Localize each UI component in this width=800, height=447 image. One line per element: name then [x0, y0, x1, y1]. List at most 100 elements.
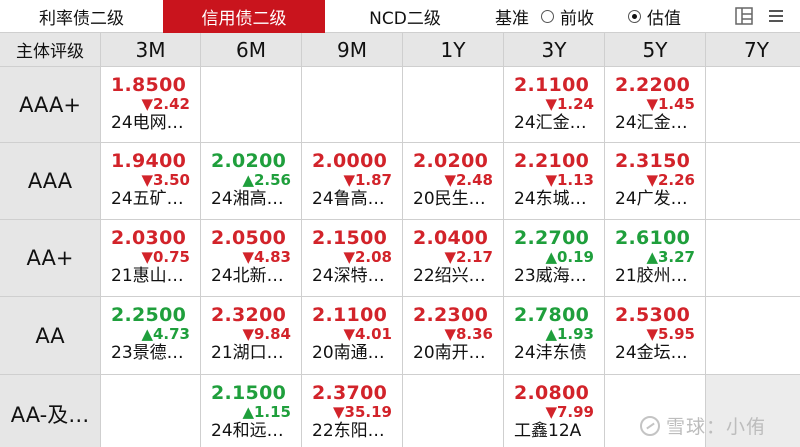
yield-value: 2.6100: [615, 227, 691, 249]
quote-cell[interactable]: 1.8500 ▼2.42 24电网…: [101, 67, 200, 142]
yield-change: ▼2.48: [444, 171, 493, 189]
empty-cell: [201, 67, 301, 142]
bond-name: 24鲁高…: [312, 189, 385, 209]
tab-rate-bond[interactable]: 利率债二级: [39, 8, 124, 29]
quote-cell[interactable]: 2.2500 ▲4.73 23景德…: [101, 297, 200, 374]
yield-change: ▼5.95: [646, 325, 695, 343]
bond-name: 24沣东债: [514, 343, 587, 363]
yield-change: ▼4.01: [343, 325, 392, 343]
quote-cell[interactable]: 2.0200 ▼2.48 20民生…: [403, 143, 503, 219]
watermark: 雪球：小侑: [640, 412, 766, 439]
yield-value: 1.8500: [111, 74, 187, 96]
quote-cell[interactable]: 2.1100 ▼1.24 24汇金…: [504, 67, 604, 142]
column-header[interactable]: 5Y: [605, 33, 705, 66]
basis-selector: 基准 前收 估值: [495, 4, 681, 29]
empty-cell: [706, 67, 800, 142]
row-label: AAA+: [0, 67, 100, 142]
yield-value: 2.0200: [211, 150, 287, 172]
column-header[interactable]: 1Y: [403, 33, 503, 66]
yield-change: ▲2.56: [242, 171, 291, 189]
yield-value: 2.3150: [615, 150, 691, 172]
yield-change: ▼8.36: [444, 325, 493, 343]
row-label: AA+: [0, 220, 100, 296]
yield-value: 2.5300: [615, 304, 691, 326]
bond-name: 21湖口…: [211, 343, 284, 363]
yield-value: 2.0400: [413, 227, 489, 249]
bond-name: 24湘高…: [211, 189, 284, 209]
radio-valuation[interactable]: 估值: [628, 4, 681, 29]
quote-cell[interactable]: 2.2700 ▲0.19 23威海…: [504, 220, 604, 296]
menu-icon[interactable]: [766, 6, 786, 26]
corner-header: 主体评级: [0, 33, 100, 66]
yield-value: 2.2300: [413, 304, 489, 326]
empty-cell: [706, 220, 800, 296]
quote-cell[interactable]: 2.3200 ▼9.84 21湖口…: [201, 297, 301, 374]
column-header[interactable]: 6M: [201, 33, 301, 66]
bond-name: 20南通…: [312, 343, 385, 363]
column-header[interactable]: 7Y: [706, 33, 800, 66]
empty-cell: [403, 67, 503, 142]
quote-cell[interactable]: 2.2100 ▼1.13 24东城…: [504, 143, 604, 219]
row-label: AA-及…: [0, 375, 100, 447]
quote-cell[interactable]: 2.0500 ▼4.83 24北新…: [201, 220, 301, 296]
yield-value: 2.7800: [514, 304, 590, 326]
bond-name: 23景德…: [111, 343, 184, 363]
empty-cell: [605, 375, 705, 447]
column-header[interactable]: 9M: [302, 33, 402, 66]
basis-label: 基准: [495, 8, 529, 29]
bond-name: 工鑫12A: [514, 421, 582, 441]
quote-cell[interactable]: 2.2200 ▼1.45 24汇金…: [605, 67, 705, 142]
quote-cell[interactable]: 1.9400 ▼3.50 24五矿…: [101, 143, 200, 219]
bond-name: 24金坛…: [615, 343, 688, 363]
top-bar: 利率债二级 信用债二级 NCD二级 基准 前收 估值: [0, 0, 800, 33]
quote-cell[interactable]: 2.0300 ▼0.75 21惠山…: [101, 220, 200, 296]
bond-name: 24汇金…: [514, 113, 587, 133]
yield-change: ▲3.27: [646, 248, 695, 266]
quote-cell[interactable]: 2.3150 ▼2.26 24广发…: [605, 143, 705, 219]
quote-cell[interactable]: 2.0800 ▼7.99 工鑫12A: [504, 375, 604, 447]
layout-icon[interactable]: [734, 6, 754, 26]
yield-change: ▼0.75: [141, 248, 190, 266]
quote-cell[interactable]: 2.1100 ▼4.01 20南通…: [302, 297, 402, 374]
quote-cell[interactable]: 2.1500 ▼2.08 24深特…: [302, 220, 402, 296]
yield-change: ▼1.24: [545, 95, 594, 113]
quote-cell[interactable]: 2.1500 ▲1.15 24和远…: [201, 375, 301, 447]
yield-value: 2.0500: [211, 227, 287, 249]
yield-value: 2.1100: [514, 74, 590, 96]
quote-cell[interactable]: 2.0400 ▼2.17 22绍兴…: [403, 220, 503, 296]
column-header[interactable]: 3M: [101, 33, 200, 66]
radio-dot-icon: [628, 9, 641, 23]
quote-cell[interactable]: 2.2300 ▼8.36 20南开…: [403, 297, 503, 374]
column-header[interactable]: 3Y: [504, 33, 604, 66]
yield-change: ▼3.50: [141, 171, 190, 189]
yield-change: ▼2.08: [343, 248, 392, 266]
tab-ncd[interactable]: NCD二级: [369, 8, 441, 29]
radio-prev-close[interactable]: 前收: [541, 4, 594, 29]
radio-valuation-label: 估值: [647, 8, 681, 29]
empty-cell: [302, 67, 402, 142]
tab-credit-bond[interactable]: 信用债二级: [163, 0, 325, 33]
bond-name: 24北新…: [211, 266, 284, 286]
empty-cell: [706, 297, 800, 374]
yield-change: ▲1.15: [242, 403, 291, 421]
yield-value: 2.3200: [211, 304, 287, 326]
yield-change: ▼1.45: [646, 95, 695, 113]
quote-cell[interactable]: 2.7800 ▲1.93 24沣东债: [504, 297, 604, 374]
yield-value: 2.1500: [312, 227, 388, 249]
yield-change: ▼9.84: [242, 325, 291, 343]
quote-cell[interactable]: 2.0200 ▲2.56 24湘高…: [201, 143, 301, 219]
quote-cell[interactable]: 2.6100 ▲3.27 21胶州…: [605, 220, 705, 296]
yield-value: 1.9400: [111, 150, 187, 172]
quote-cell[interactable]: 2.3700 ▼35.19 22东阳…: [302, 375, 402, 447]
yield-value: 2.2500: [111, 304, 187, 326]
quote-cell[interactable]: 2.0000 ▼1.87 24鲁高…: [302, 143, 402, 219]
yield-change: ▼2.26: [646, 171, 695, 189]
yield-value: 2.0800: [514, 382, 590, 404]
yield-value: 2.0300: [111, 227, 187, 249]
watermark-text: 雪球：小侑: [666, 416, 767, 438]
yield-change: ▲1.93: [545, 325, 594, 343]
radio-dot-icon: [541, 9, 554, 23]
row-label: AAA: [0, 143, 100, 219]
snowball-logo-icon: [640, 415, 660, 436]
quote-cell[interactable]: 2.5300 ▼5.95 24金坛…: [605, 297, 705, 374]
